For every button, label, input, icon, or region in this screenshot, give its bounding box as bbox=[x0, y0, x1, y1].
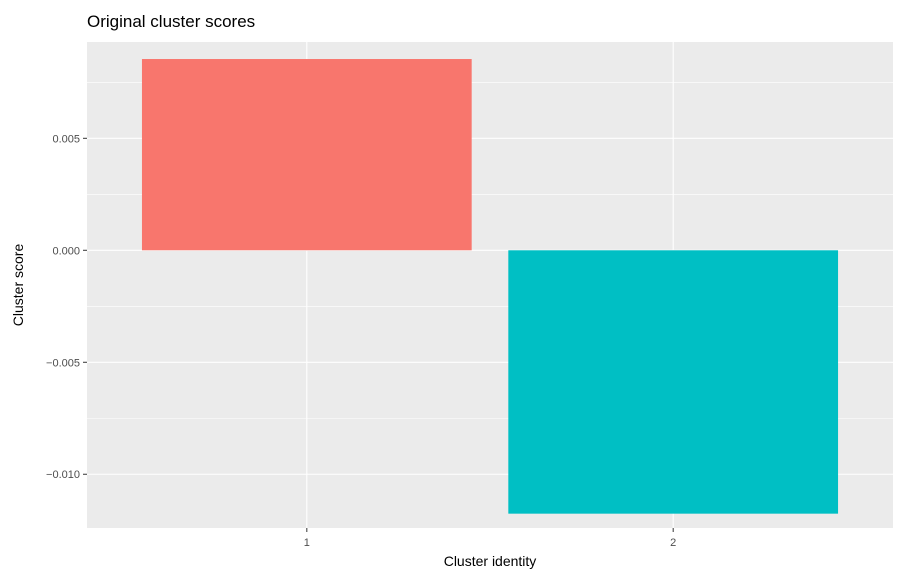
bar-cluster-1 bbox=[141, 59, 472, 251]
chart-title: Original cluster scores bbox=[87, 12, 255, 31]
y-axis-title: Cluster score bbox=[10, 244, 26, 327]
bar-cluster-2 bbox=[508, 250, 839, 514]
y-axis: 0.005 0.000 −0.005 −0.010 bbox=[46, 133, 87, 481]
y-tick-label: 0.005 bbox=[52, 133, 80, 145]
bars bbox=[141, 59, 839, 514]
y-tick-label: −0.010 bbox=[46, 469, 80, 481]
x-tick-label: 2 bbox=[670, 537, 676, 549]
y-tick-label: 0.000 bbox=[52, 245, 80, 257]
x-axis-title: Cluster identity bbox=[444, 553, 537, 569]
x-tick-label: 1 bbox=[304, 537, 310, 549]
y-tick-label: −0.005 bbox=[46, 357, 80, 369]
